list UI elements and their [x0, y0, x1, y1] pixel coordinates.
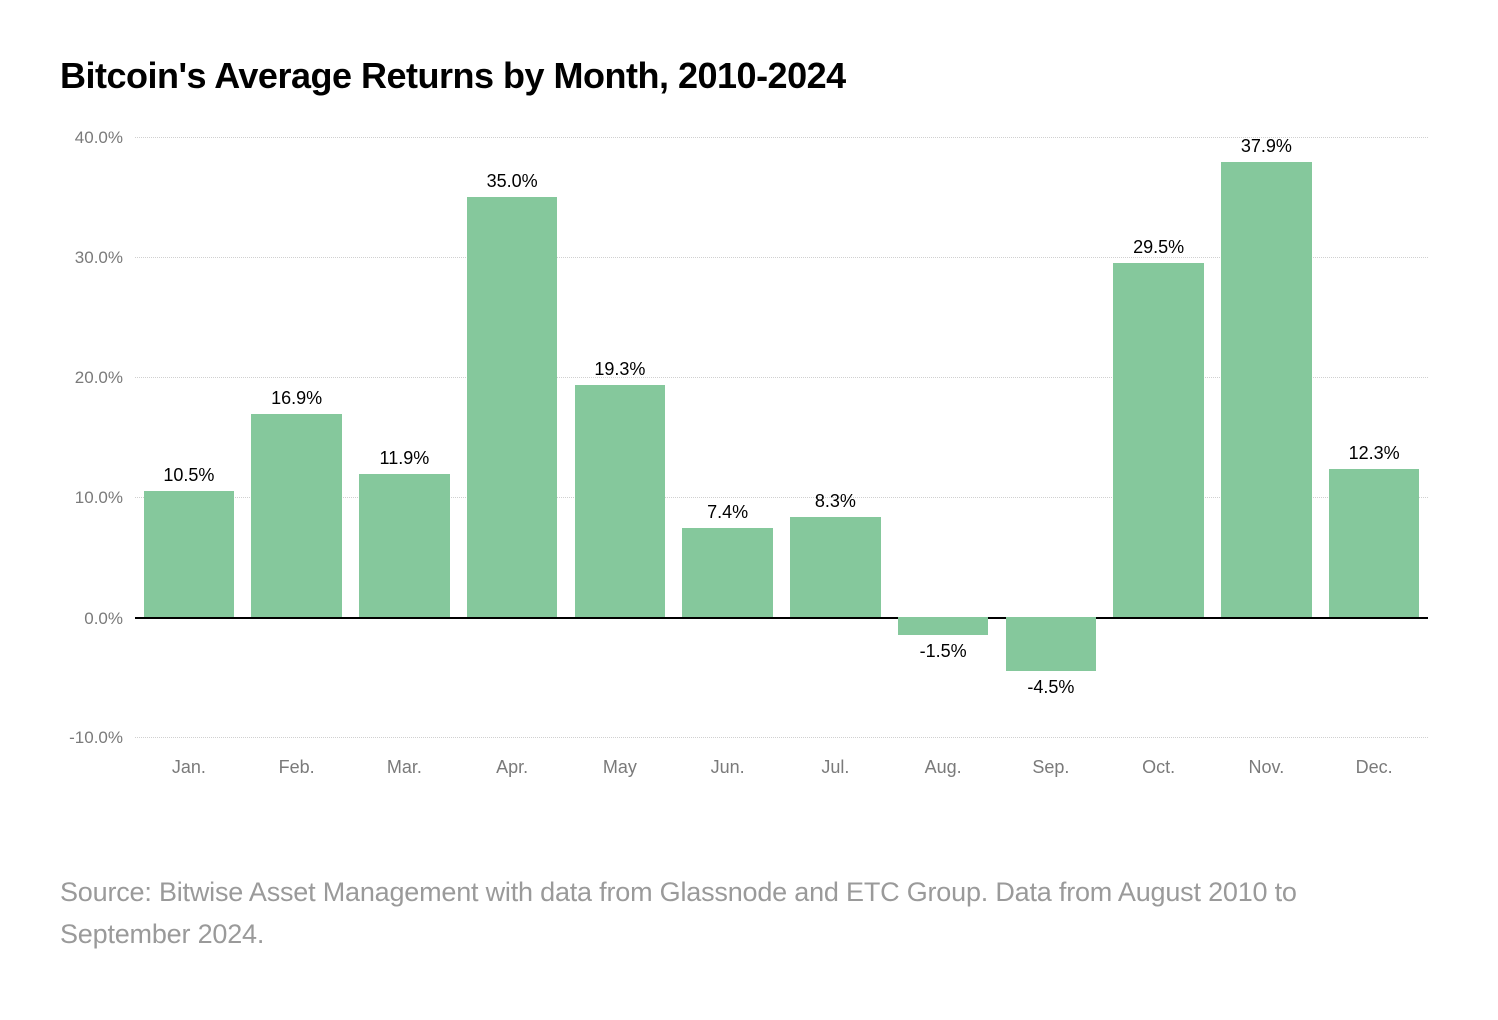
x-axis-label: Oct.: [1105, 737, 1213, 778]
bar-value-label: 16.9%: [243, 388, 351, 409]
bar: [575, 385, 666, 617]
x-axis-label: Jul.: [782, 737, 890, 778]
bar-slot: 11.9%Mar.: [351, 137, 459, 737]
bar-slot: 16.9%Feb.: [243, 137, 351, 737]
bar-value-label: -1.5%: [889, 641, 997, 662]
x-axis-label: Aug.: [889, 737, 997, 778]
y-axis-label: 40.0%: [75, 128, 135, 148]
chart: -10.0%0.0%10.0%20.0%30.0%40.0%10.5%Jan.1…: [60, 137, 1438, 792]
y-axis-label: 20.0%: [75, 368, 135, 388]
bar-value-label: 11.9%: [351, 448, 459, 469]
bar: [1221, 162, 1312, 617]
bar-value-label: 7.4%: [674, 502, 782, 523]
x-axis-label: Mar.: [351, 737, 459, 778]
x-axis-label: Jun.: [674, 737, 782, 778]
bar-value-label: 29.5%: [1105, 237, 1213, 258]
bar-value-label: 37.9%: [1213, 136, 1321, 157]
x-axis-label: Sep.: [997, 737, 1105, 778]
bar: [682, 528, 773, 617]
x-axis-label: Feb.: [243, 737, 351, 778]
y-axis-label: 30.0%: [75, 248, 135, 268]
x-axis-label: Dec.: [1320, 737, 1428, 778]
bar: [144, 491, 235, 617]
x-axis-label: Apr.: [458, 737, 566, 778]
bar-value-label: 8.3%: [782, 491, 890, 512]
bar: [251, 414, 342, 617]
page: Bitcoin's Average Returns by Month, 2010…: [0, 0, 1498, 1020]
bar-value-label: 35.0%: [458, 171, 566, 192]
bar-slot: 10.5%Jan.: [135, 137, 243, 737]
bar: [790, 517, 881, 617]
y-axis-label: -10.0%: [69, 728, 135, 748]
bar: [359, 474, 450, 617]
y-axis-label: 0.0%: [84, 609, 135, 629]
bar-slot: 8.3%Jul.: [782, 137, 890, 737]
source-text: Source: Bitwise Asset Management with da…: [60, 872, 1380, 956]
bar: [1113, 263, 1204, 617]
x-axis-label: May: [566, 737, 674, 778]
bar-slot: 7.4%Jun.: [674, 137, 782, 737]
bar-slot: -1.5%Aug.: [889, 137, 997, 737]
y-axis-label: 10.0%: [75, 488, 135, 508]
x-axis-label: Nov.: [1213, 737, 1321, 778]
bar: [1329, 469, 1420, 617]
bar: [467, 197, 558, 617]
bar-slot: 35.0%Apr.: [458, 137, 566, 737]
plot-area: -10.0%0.0%10.0%20.0%30.0%40.0%10.5%Jan.1…: [135, 137, 1428, 737]
chart-title: Bitcoin's Average Returns by Month, 2010…: [60, 55, 1438, 97]
bar-slot: 37.9%Nov.: [1213, 137, 1321, 737]
bar-value-label: -4.5%: [997, 677, 1105, 698]
bar: [898, 617, 989, 635]
bar-value-label: 10.5%: [135, 465, 243, 486]
bar-slot: -4.5%Sep.: [997, 137, 1105, 737]
bar-value-label: 12.3%: [1320, 443, 1428, 464]
bar-slot: 29.5%Oct.: [1105, 137, 1213, 737]
bar-value-label: 19.3%: [566, 359, 674, 380]
x-axis-label: Jan.: [135, 737, 243, 778]
bar-slot: 19.3%May: [566, 137, 674, 737]
bar: [1006, 617, 1097, 671]
bar-slot: 12.3%Dec.: [1320, 137, 1428, 737]
